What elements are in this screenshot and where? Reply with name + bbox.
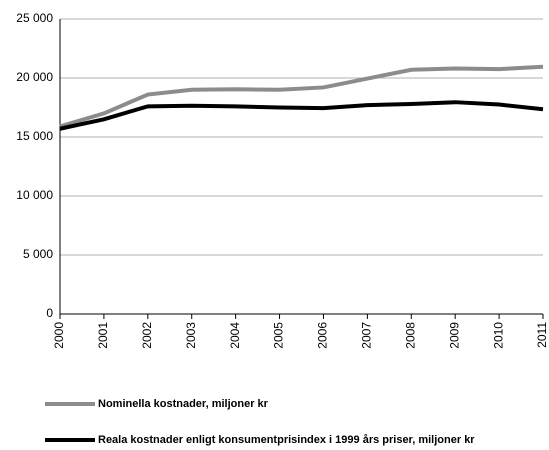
y-tick-label: 5 000 [23,247,53,261]
x-tick-label: 2008 [403,322,417,349]
y-tick-label: 20 000 [16,70,53,84]
legend-label: Nominella kostnader, miljoner kr [98,398,269,410]
x-tick-label: 2003 [184,322,198,349]
x-tick-label: 2011 [535,322,549,348]
x-tick-label: 2005 [272,322,286,349]
line [59,100,544,131]
y-tick-label: 25 000 [16,11,53,25]
x-tick-label: 2004 [228,322,242,349]
x-tick-label: 2007 [360,322,374,349]
y-tick-label: 15 000 [16,129,53,143]
x-tick-label: 2002 [140,322,154,349]
legend-label: Reala kostnader enligt konsumentprisinde… [98,434,475,446]
y-tick-label: 0 [46,306,53,320]
x-tick-label: 2000 [52,322,66,349]
x-tick-label: 2006 [316,322,330,349]
x-tick-label: 2009 [447,322,461,349]
x-tick-label: 2010 [491,322,505,349]
line [59,64,544,129]
y-tick-label: 10 000 [16,188,53,202]
x-tick-label: 2001 [96,322,110,349]
